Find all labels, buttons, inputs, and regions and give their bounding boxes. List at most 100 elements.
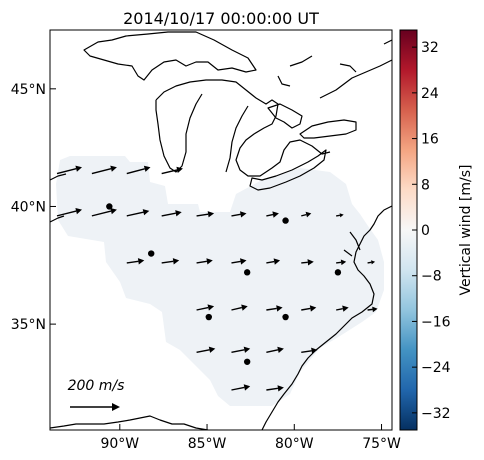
colorbar-tick-label: 16 xyxy=(421,132,439,148)
station-marker xyxy=(334,269,342,276)
wind-vector-shaft xyxy=(231,306,243,311)
lake-ontario-outline xyxy=(299,119,357,139)
station-marker xyxy=(282,313,289,321)
wind-vector-shaft xyxy=(196,260,207,264)
wind-vector-shaft xyxy=(161,260,174,264)
wind-vector-head xyxy=(75,165,82,172)
map-frame xyxy=(49,29,393,431)
wind-vector-shaft xyxy=(161,169,178,175)
lake-superior-outline xyxy=(83,31,257,81)
colorbar-tick-label: 32 xyxy=(421,40,439,56)
colorbar-tick-label: 8 xyxy=(421,177,430,193)
colorbar-tick-label: 24 xyxy=(421,86,439,102)
wind-vector-shaft xyxy=(161,212,176,217)
great-lakes-west-shore xyxy=(50,173,67,223)
wind-vector-shaft xyxy=(301,213,307,217)
y-tick-label: 40°N xyxy=(11,199,46,215)
gulf-coast-outline xyxy=(50,415,209,430)
wind-vector-shaft xyxy=(196,213,209,217)
x-tick-label: 80°W xyxy=(275,436,314,452)
wind-vector-shaft xyxy=(336,214,341,217)
wind-vector-head xyxy=(273,258,281,265)
station-marker xyxy=(243,269,251,276)
station-layer xyxy=(106,203,342,365)
wind-vector-shaft xyxy=(266,307,277,311)
wind-vector-shaft xyxy=(266,349,279,354)
coastlines xyxy=(50,31,392,430)
wind-vector-shaft xyxy=(126,168,145,175)
colorbar-ticks: 32 24 16 8 0 −8 −16 −24 −32 xyxy=(412,40,451,422)
colorbar-tick-label: −16 xyxy=(421,314,451,330)
wind-vector-shaft xyxy=(301,307,311,311)
wind-vector-shaft xyxy=(301,261,308,264)
wind-vector-shaft xyxy=(367,308,373,311)
wind-vector-head xyxy=(240,258,247,265)
wind-vector-head xyxy=(175,210,182,217)
wind-vector-layer xyxy=(56,165,378,392)
colorbar: 32 24 16 8 0 −8 −16 −24 −32 Vertical wind [m/s] xyxy=(399,29,474,431)
colorbar-label: Vertical wind [m/s] xyxy=(458,165,474,296)
wind-vector-shaft xyxy=(231,386,245,391)
colorbar-tick-label: −24 xyxy=(421,360,451,376)
wind-vector-head xyxy=(305,211,312,218)
y-tick-label: 35°N xyxy=(11,317,46,333)
wind-vector-head xyxy=(309,305,317,312)
x-tick-label: 90°W xyxy=(100,436,139,452)
station-marker xyxy=(106,203,113,210)
x-tick-label: 85°W xyxy=(188,436,227,452)
wind-vector-shaft xyxy=(266,387,279,391)
wind-vector-head xyxy=(277,385,284,392)
wind-vector-shaft xyxy=(56,168,77,175)
reference-vector-label: 200 m/s xyxy=(68,378,125,394)
wind-vector-shaft xyxy=(196,306,209,311)
wind-vector-head xyxy=(207,304,215,311)
map-content: 200 m/s xyxy=(50,31,392,430)
wind-vector-head xyxy=(206,258,213,265)
wind-vector-head xyxy=(371,260,376,265)
wind-vector-shaft xyxy=(266,260,275,264)
x-axis-ticks: 90°W 85°W 80°W 75°W xyxy=(100,424,401,452)
wind-vector-shaft xyxy=(266,213,274,217)
wind-vector-shaft xyxy=(231,349,245,354)
wind-vector-shaft xyxy=(91,168,112,175)
wind-vector-head xyxy=(311,347,318,354)
wind-vector-head xyxy=(272,211,279,218)
wind-vector-head xyxy=(243,346,251,353)
wind-vector-head xyxy=(372,306,378,313)
lake-michigan-huron-outline xyxy=(155,79,331,177)
wind-vector-head xyxy=(277,346,284,353)
wind-vector-head xyxy=(240,211,247,218)
wind-vector-head xyxy=(137,258,145,265)
wind-vector-head xyxy=(110,208,117,215)
wind-vector-head xyxy=(75,208,82,215)
wind-vector-head xyxy=(176,166,183,173)
wind-vector-head xyxy=(342,305,349,312)
colorbar-tick-label: −32 xyxy=(421,406,451,422)
northeast-shore-outline xyxy=(277,39,392,99)
wind-vector-head xyxy=(241,304,248,311)
wind-vector-head xyxy=(142,209,150,216)
station-marker xyxy=(282,217,289,224)
wind-vector-head xyxy=(243,384,251,391)
georgian-bay-outline xyxy=(267,103,303,129)
wind-vector-head xyxy=(207,211,215,218)
wind-vector-shaft xyxy=(196,349,210,354)
wind-vector-head xyxy=(110,165,117,172)
reference-vector-head xyxy=(112,403,120,411)
wind-vector-shaft xyxy=(91,210,112,217)
wind-vector-head xyxy=(143,165,151,172)
wind-vector-head xyxy=(276,305,283,312)
wind-vector-shaft xyxy=(126,260,139,264)
data-coverage-region xyxy=(56,156,384,406)
wind-vector-head xyxy=(307,259,314,266)
lake-erie-outline xyxy=(249,149,327,191)
station-marker xyxy=(205,313,212,321)
station-marker xyxy=(148,250,155,257)
reference-vector: 200 m/s xyxy=(68,378,125,411)
wind-vector-head xyxy=(208,346,216,353)
colorbar-tick-label: 0 xyxy=(421,223,430,239)
wind-vector-shaft xyxy=(231,213,241,217)
x-tick-label: 75°W xyxy=(362,436,401,452)
wind-vector-shaft xyxy=(336,261,342,264)
